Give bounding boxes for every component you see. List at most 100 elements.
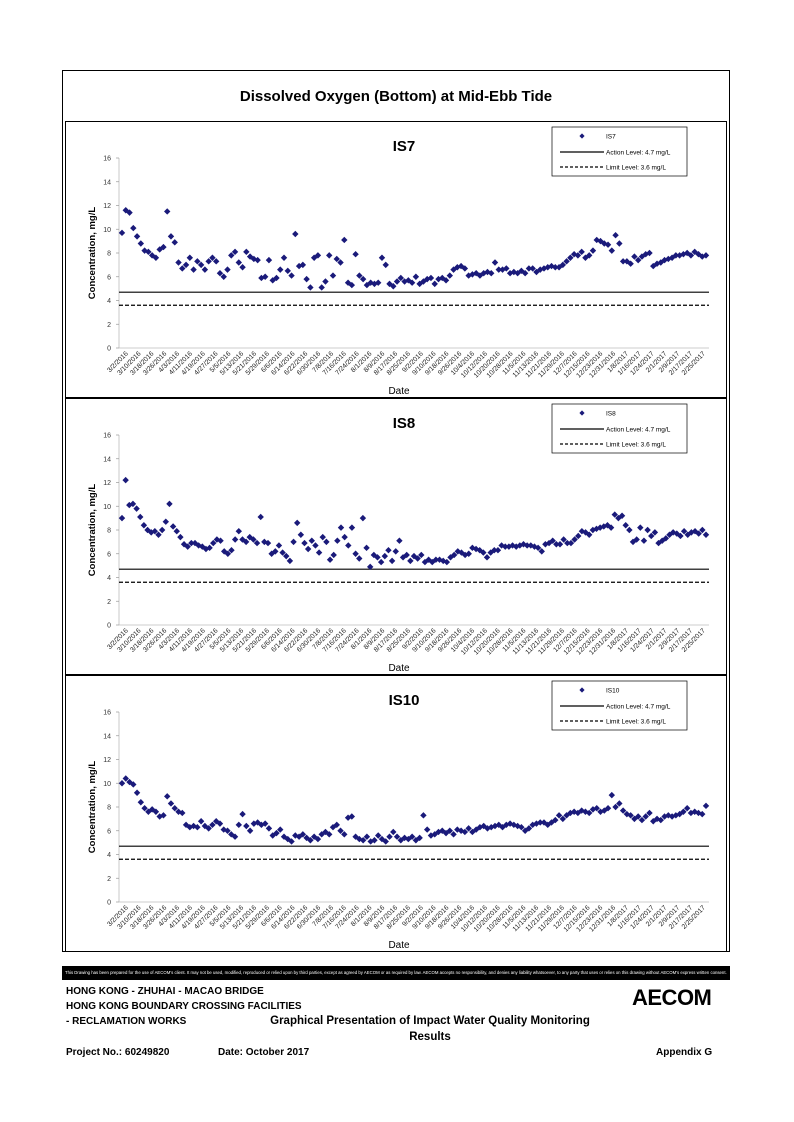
data-point [140,522,148,529]
y-tick-label: 16 [103,156,111,163]
data-point [314,252,322,259]
data-point [563,812,570,819]
data-point [405,835,412,843]
x-axis-label: Date [388,940,410,951]
data-point [574,809,582,817]
data-point [307,284,314,291]
data-point [348,813,356,820]
data-point [521,827,529,834]
data-point [516,542,524,549]
data-point [243,822,250,830]
data-point [284,835,291,843]
data-point [429,558,436,566]
data-point [264,539,272,547]
data-point [420,812,427,819]
data-point [634,813,642,820]
y-tick-label: 10 [103,781,111,788]
data-point [337,524,345,531]
data-point [231,248,239,256]
data-point [399,554,407,561]
legend-action-label: Action Level: 4.7 mg/L [606,704,671,711]
data-point [363,281,371,289]
data-point [253,539,261,547]
data-point [521,269,529,277]
data-point [385,546,392,554]
data-point [288,838,295,845]
y-tick-label: 14 [103,733,111,740]
data-point [436,556,443,563]
data-point [586,252,593,259]
data-point [604,804,612,812]
data-point [212,258,220,265]
data-point [499,266,506,273]
data-point [662,535,670,542]
data-point [228,252,235,259]
page-title: Dissolved Oxygen (Bottom) at Mid-Ebb Tid… [239,88,553,105]
data-point [319,533,326,541]
data-point [589,806,597,813]
data-point [622,522,629,529]
data-point [644,526,651,534]
y-tick-label: 14 [103,179,111,186]
data-point [702,252,710,259]
data-point [392,548,399,555]
data-point [388,557,396,565]
data-point [224,266,231,273]
data-point [359,275,367,283]
appendix-label: Appendix G [656,1047,713,1058]
data-point [545,539,553,547]
data-point [446,272,453,279]
data-point [560,536,567,543]
data-point [593,804,600,812]
data-point [201,266,209,273]
data-point [642,250,649,258]
chart-title: IS10 [389,692,420,709]
data-point [359,837,367,844]
data-point [288,272,295,279]
y-tick-label: 0 [107,346,111,353]
data-point [390,283,397,290]
data-point [194,258,201,265]
data-point [297,531,305,538]
data-point [571,536,578,543]
data-point [268,550,275,557]
data-point [612,803,619,811]
disclaimer-bar: This Drawing has been prepared for the u… [62,966,730,980]
data-point [390,828,397,836]
data-point [659,537,666,544]
data-point [235,821,242,829]
data-point [137,240,145,247]
data-point [250,820,258,827]
data-point [155,531,162,538]
data-point [439,827,446,834]
data-point [145,248,152,256]
data-point [386,280,393,288]
data-point [407,557,414,565]
aecom-logo: AECOM [632,985,712,1010]
data-point [616,800,623,807]
data-point [680,808,687,815]
y-axis-label: Concentration, mg/L [87,207,98,300]
data-point [405,277,412,284]
data-point [307,837,314,844]
data-point [286,557,294,565]
data-point [195,542,202,549]
data-point [299,261,307,269]
data-point [601,807,608,814]
data-point [442,277,450,284]
data-point [341,533,348,541]
data-point [209,821,216,829]
data-point [494,546,502,554]
data-point [695,530,702,537]
data-point [699,526,706,534]
legend-series-label: IS7 [606,134,616,141]
y-tick-label: 16 [103,710,111,717]
data-point [439,274,446,282]
data-point [503,265,510,272]
data-point [126,501,133,509]
data-point [597,808,604,815]
y-tick-label: 16 [103,433,111,440]
data-point [527,542,534,549]
y-tick-label: 12 [103,480,111,487]
